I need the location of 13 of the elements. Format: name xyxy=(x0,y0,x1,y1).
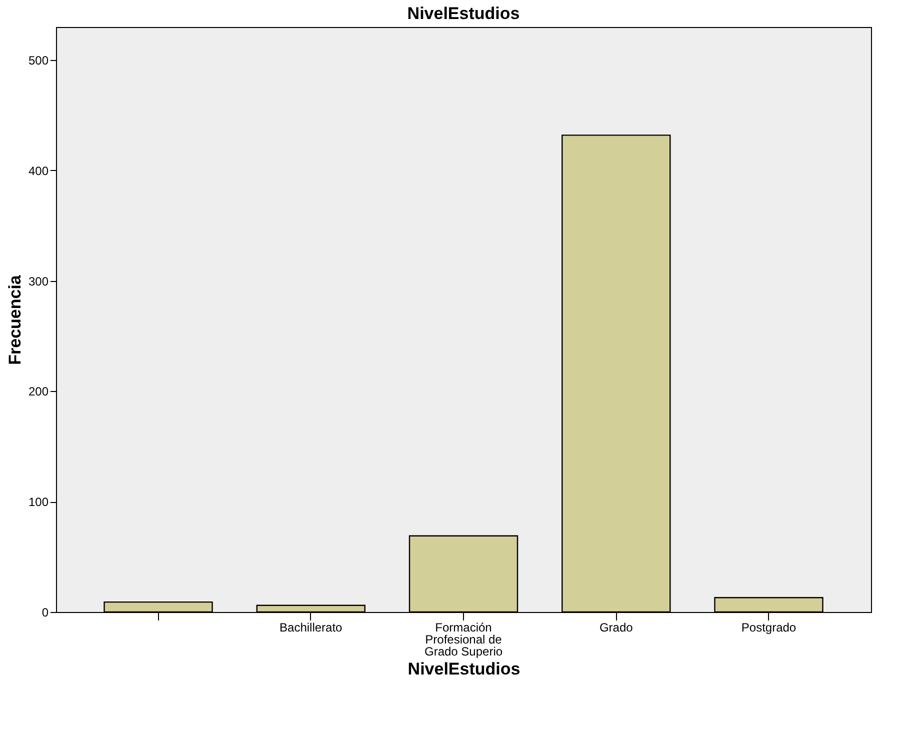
x-tick-label: Postgrado xyxy=(741,620,796,634)
y-tick-label: 0 xyxy=(42,606,49,620)
chart-title: NivelEstudios xyxy=(407,4,520,23)
x-tick-label: Formación Profesional de Grado Superio xyxy=(424,620,503,658)
x-tick-label: Bachillerato xyxy=(280,620,343,634)
y-tick-label: 400 xyxy=(28,164,49,178)
y-axis-title: Frecuencia xyxy=(5,274,24,365)
x-tick-label: Grado xyxy=(599,620,634,634)
x-axis-title: NivelEstudios xyxy=(408,660,520,678)
y-tick-label: 500 xyxy=(28,54,49,68)
y-tick-label: 100 xyxy=(28,495,49,510)
y-tick-label: 300 xyxy=(28,274,49,288)
y-tick-label: 200 xyxy=(28,384,49,399)
